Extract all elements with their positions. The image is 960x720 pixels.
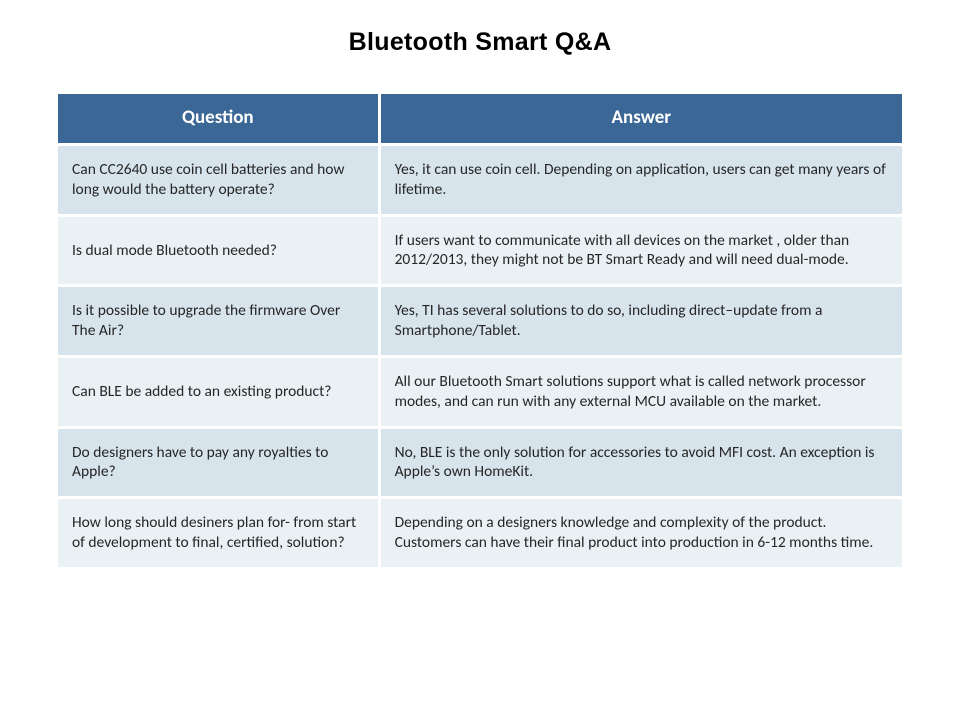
cell-question: How long should desiners plan for- from … [58, 499, 378, 567]
col-header-answer: Answer [381, 94, 902, 143]
cell-answer: Depending on a designers knowledge and c… [381, 499, 902, 567]
cell-question: Is dual mode Bluetooth needed? [58, 217, 378, 285]
cell-answer: If users want to communicate with all de… [381, 217, 902, 285]
table-row: Can BLE be added to an existing product?… [58, 358, 902, 426]
table-row: Do designers have to pay any royalties t… [58, 429, 902, 497]
table-header-row: Question Answer [58, 94, 902, 143]
cell-answer: Yes, TI has several solutions to do so, … [381, 287, 902, 355]
page-title: Bluetooth Smart Q&A [55, 28, 905, 57]
table-row: Can CC2640 use coin cell batteries and h… [58, 146, 902, 214]
cell-question: Can CC2640 use coin cell batteries and h… [58, 146, 378, 214]
qa-table: Question Answer Can CC2640 use coin cell… [55, 91, 905, 570]
table-row: Is dual mode Bluetooth needed? If users … [58, 217, 902, 285]
table-row: Is it possible to upgrade the firmware O… [58, 287, 902, 355]
col-header-question: Question [58, 94, 378, 143]
table-row: How long should desiners plan for- from … [58, 499, 902, 567]
page: Bluetooth Smart Q&A Question Answer Can … [0, 0, 960, 720]
cell-question: Can BLE be added to an existing product? [58, 358, 378, 426]
cell-question: Do designers have to pay any royalties t… [58, 429, 378, 497]
cell-answer: Yes, it can use coin cell. Depending on … [381, 146, 902, 214]
cell-question: Is it possible to upgrade the firmware O… [58, 287, 378, 355]
cell-answer: All our Bluetooth Smart solutions suppor… [381, 358, 902, 426]
cell-answer: No, BLE is the only solution for accesso… [381, 429, 902, 497]
